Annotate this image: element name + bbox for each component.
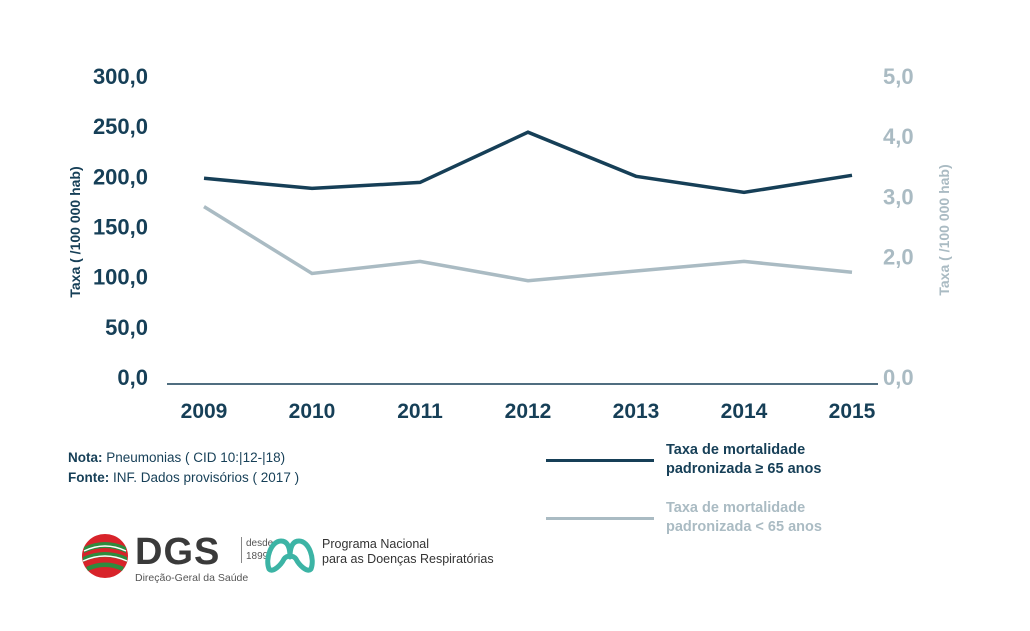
- legend-label-line-1: Taxa de mortalidade: [666, 442, 806, 458]
- chart-legend: Taxa de mortalidade padronizada ≥ 65 ano…: [546, 441, 866, 557]
- left-tick-label: 0,0: [117, 365, 148, 390]
- source-line: Fonte: INF. Dados provisórios ( 2017 ): [68, 468, 299, 488]
- right-tick-label: 3,0: [883, 184, 914, 209]
- left-tick-label: 250,0: [93, 114, 148, 139]
- legend-label-under-65: Taxa de mortalidade padronizada < 65 ano…: [666, 499, 866, 537]
- right-tick-label: 4,0: [883, 124, 914, 149]
- x-tick-label: 2009: [181, 400, 228, 423]
- left-axis-title: Taxa ( /100 000 hab): [67, 166, 83, 297]
- left-tick-label: 150,0: [93, 215, 148, 240]
- left-axis-ticks: 0,0 50,0 100,0 150,0 200,0 250,0 300,0: [93, 64, 148, 390]
- left-tick-label: 50,0: [105, 315, 148, 340]
- left-tick-label: 200,0: [93, 164, 148, 189]
- dgs-logo-icon: [82, 534, 128, 578]
- dgs-since-year: 1899: [246, 551, 269, 562]
- chart-notes: Nota: Pneumonias ( CID 10:|12-|18) Fonte…: [68, 448, 299, 488]
- x-tick-label: 2013: [613, 400, 660, 423]
- program-name-line-2: para as Doenças Respiratórias: [322, 552, 494, 566]
- logos-footer: DGS desde 1899 Direção-Geral da Saúde Pr…: [80, 533, 540, 588]
- right-tick-label: 2,0: [883, 245, 914, 270]
- legend-label-over-65: Taxa de mortalidade padronizada ≥ 65 ano…: [666, 441, 866, 479]
- line-chart: 0,0 50,0 100,0 150,0 200,0 250,0 300,0 0,0 2,0 3…: [67, 64, 952, 423]
- legend-item-over-65: Taxa de mortalidade padronizada ≥ 65 ano…: [546, 441, 866, 499]
- series-layer: [203, 130, 853, 283]
- dgs-since: desde 1899: [241, 537, 273, 563]
- dgs-subtitle: Direção-Geral da Saúde: [135, 572, 249, 584]
- x-tick-label: 2012: [505, 400, 552, 423]
- legend-swatch-under-65: [546, 517, 654, 520]
- legend-label-line-2: padronizada ≥ 65 anos: [666, 461, 822, 477]
- left-tick-label: 300,0: [93, 64, 148, 89]
- source-text: INF. Dados provisórios ( 2017 ): [109, 470, 300, 485]
- right-axis-title: Taxa ( /100 000 hab): [936, 164, 952, 295]
- note-line: Nota: Pneumonias ( CID 10:|12-|18): [68, 448, 299, 468]
- right-axis-ticks: 0,0 2,0 3,0 4,0 5,0: [883, 64, 914, 390]
- legend-label-line-2: padronizada < 65 anos: [666, 519, 822, 535]
- legend-item-under-65: Taxa de mortalidade padronizada < 65 ano…: [546, 499, 866, 557]
- x-tick-label: 2011: [397, 400, 443, 423]
- series-line-over-65: [203, 130, 853, 195]
- x-axis-ticks: 2009 2010 2011 2012 2013 2014 2015: [181, 400, 876, 423]
- left-tick-label: 100,0: [93, 265, 148, 290]
- series-line-under-65: [203, 205, 853, 283]
- x-tick-label: 2014: [721, 400, 768, 423]
- program-name: Programa Nacional para as Doenças Respir…: [322, 537, 494, 567]
- note-text: Pneumonias ( CID 10:|12-|18): [102, 450, 286, 465]
- right-tick-label: 0,0: [883, 365, 914, 390]
- note-label: Nota:: [68, 450, 103, 465]
- right-tick-label: 5,0: [883, 64, 914, 89]
- source-label: Fonte:: [68, 470, 110, 485]
- x-tick-label: 2010: [289, 400, 336, 423]
- legend-swatch-over-65: [546, 459, 654, 462]
- program-logo-icon: [265, 538, 315, 573]
- dgs-wordmark: DGS: [135, 531, 221, 573]
- program-name-line-1: Programa Nacional: [322, 537, 429, 551]
- x-tick-label: 2015: [829, 400, 876, 423]
- dgs-since-label: desde: [246, 538, 274, 549]
- legend-label-line-1: Taxa de mortalidade: [666, 500, 806, 516]
